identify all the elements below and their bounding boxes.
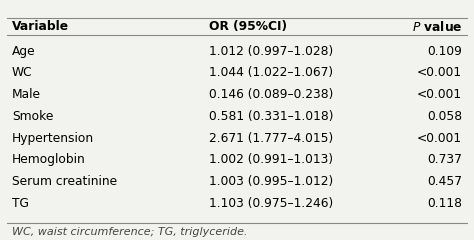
Text: Smoke: Smoke: [12, 110, 53, 123]
Text: <0.001: <0.001: [417, 132, 462, 144]
Text: 0.058: 0.058: [427, 110, 462, 123]
Text: 0.109: 0.109: [427, 45, 462, 58]
Text: 2.671 (1.777–4.015): 2.671 (1.777–4.015): [209, 132, 333, 144]
Text: Male: Male: [12, 88, 41, 101]
Text: WC, waist circumference; TG, triglyceride.: WC, waist circumference; TG, triglycerid…: [12, 227, 247, 237]
Text: 0.581 (0.331–1.018): 0.581 (0.331–1.018): [209, 110, 333, 123]
Text: <0.001: <0.001: [417, 66, 462, 79]
Text: <0.001: <0.001: [417, 88, 462, 101]
Text: 0.737: 0.737: [427, 153, 462, 166]
Text: 0.118: 0.118: [427, 197, 462, 210]
Text: 0.457: 0.457: [427, 175, 462, 188]
Text: 0.146 (0.089–0.238): 0.146 (0.089–0.238): [209, 88, 333, 101]
Text: 1.003 (0.995–1.012): 1.003 (0.995–1.012): [209, 175, 333, 188]
Text: OR (95%CI): OR (95%CI): [209, 20, 287, 33]
Text: Hypertension: Hypertension: [12, 132, 94, 144]
Text: Serum creatinine: Serum creatinine: [12, 175, 117, 188]
Text: WC: WC: [12, 66, 33, 79]
Text: TG: TG: [12, 197, 29, 210]
Text: 1.044 (1.022–1.067): 1.044 (1.022–1.067): [209, 66, 333, 79]
Text: 1.103 (0.975–1.246): 1.103 (0.975–1.246): [209, 197, 333, 210]
Text: Variable: Variable: [12, 20, 69, 33]
Text: 1.002 (0.991–1.013): 1.002 (0.991–1.013): [209, 153, 333, 166]
Text: $\mathit{P}$ value: $\mathit{P}$ value: [411, 20, 462, 34]
Text: Age: Age: [12, 45, 36, 58]
Text: 1.012 (0.997–1.028): 1.012 (0.997–1.028): [209, 45, 333, 58]
Text: Hemoglobin: Hemoglobin: [12, 153, 86, 166]
